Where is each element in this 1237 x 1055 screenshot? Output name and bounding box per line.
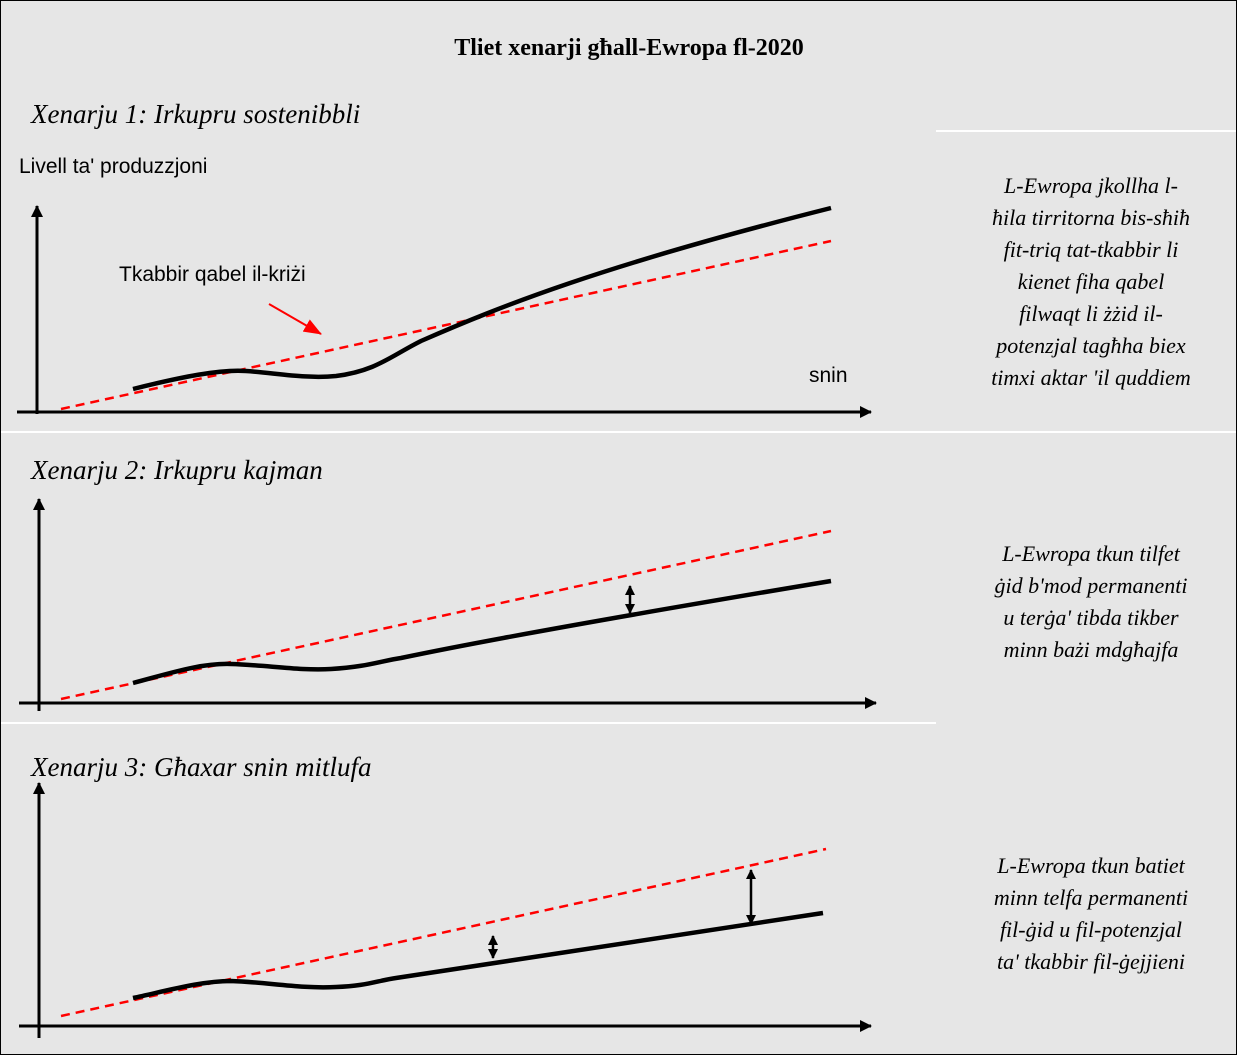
x-axis-label: snin [809,364,848,387]
scenario-2: Xenarju 2: Irkupru kajman L-Ewropa tkun … [19,455,1187,711]
trend-annotation: Tkabbir qabel il-kriżi [119,263,306,286]
description-line: fit-triq tat-tkabbir li [1004,237,1179,262]
description-line: potenzjal tagħha biex [994,333,1186,358]
scenario-3: Xenarju 3: Għaxar snin mitlufa L-Ewropa … [19,752,1188,1038]
figure-title: Tliet xenarji għall-Ewropa fl-2020 [454,35,804,61]
annotation-pointer [268,303,322,335]
pre-crisis-trend-line [60,529,832,701]
output-line [132,578,832,686]
pre-crisis-trend-line [60,847,827,1018]
description-line: ta' tkabbir fil-ġejjieni [997,949,1185,974]
scenario-heading: Xenarju 2: Irkupru kajman [30,455,323,485]
scenario-description: L-Ewropa tkun tilfet ġid b'mod permanent… [995,541,1188,662]
description-line: timxi aktar 'il quddiem [991,365,1191,390]
y-axis-label: Livell ta' produzzjoni [19,155,207,178]
output-line [132,205,832,392]
scenario-heading: Xenarju 1: Irkupru sostenibbli [30,99,360,129]
scenario-description: L-Ewropa jkollha l- ħila tirritorna bis-… [991,173,1191,390]
pre-crisis-trend-line [60,239,832,411]
description-line: minn bażi mdgħajfa [1004,637,1179,662]
description-line: ħila tirritorna bis-sħiħ [992,205,1190,230]
description-line: kienet fiha qabel [1018,269,1165,294]
scenario-heading: Xenarju 3: Għaxar snin mitlufa [30,752,371,782]
description-line: fil-ġid u fil-potenzjal [1000,917,1182,942]
scenario-description: L-Ewropa tkun batiet minn telfa permanen… [994,853,1188,974]
description-line: L-Ewropa tkun tilfet [1001,541,1181,566]
description-line: L-Ewropa jkollha l- [1003,173,1178,198]
output-line [132,910,824,1001]
description-line: u terġa' tibda tikber [1003,605,1179,630]
description-line: minn telfa permanenti [994,885,1188,910]
scenario-1: Xenarju 1: Irkupru sostenibbli Livell ta… [17,99,1191,418]
description-line: ġid b'mod permanenti [995,573,1188,598]
description-line: filwaqt li żżid il- [1019,301,1163,326]
description-line: L-Ewropa tkun batiet [996,853,1185,878]
